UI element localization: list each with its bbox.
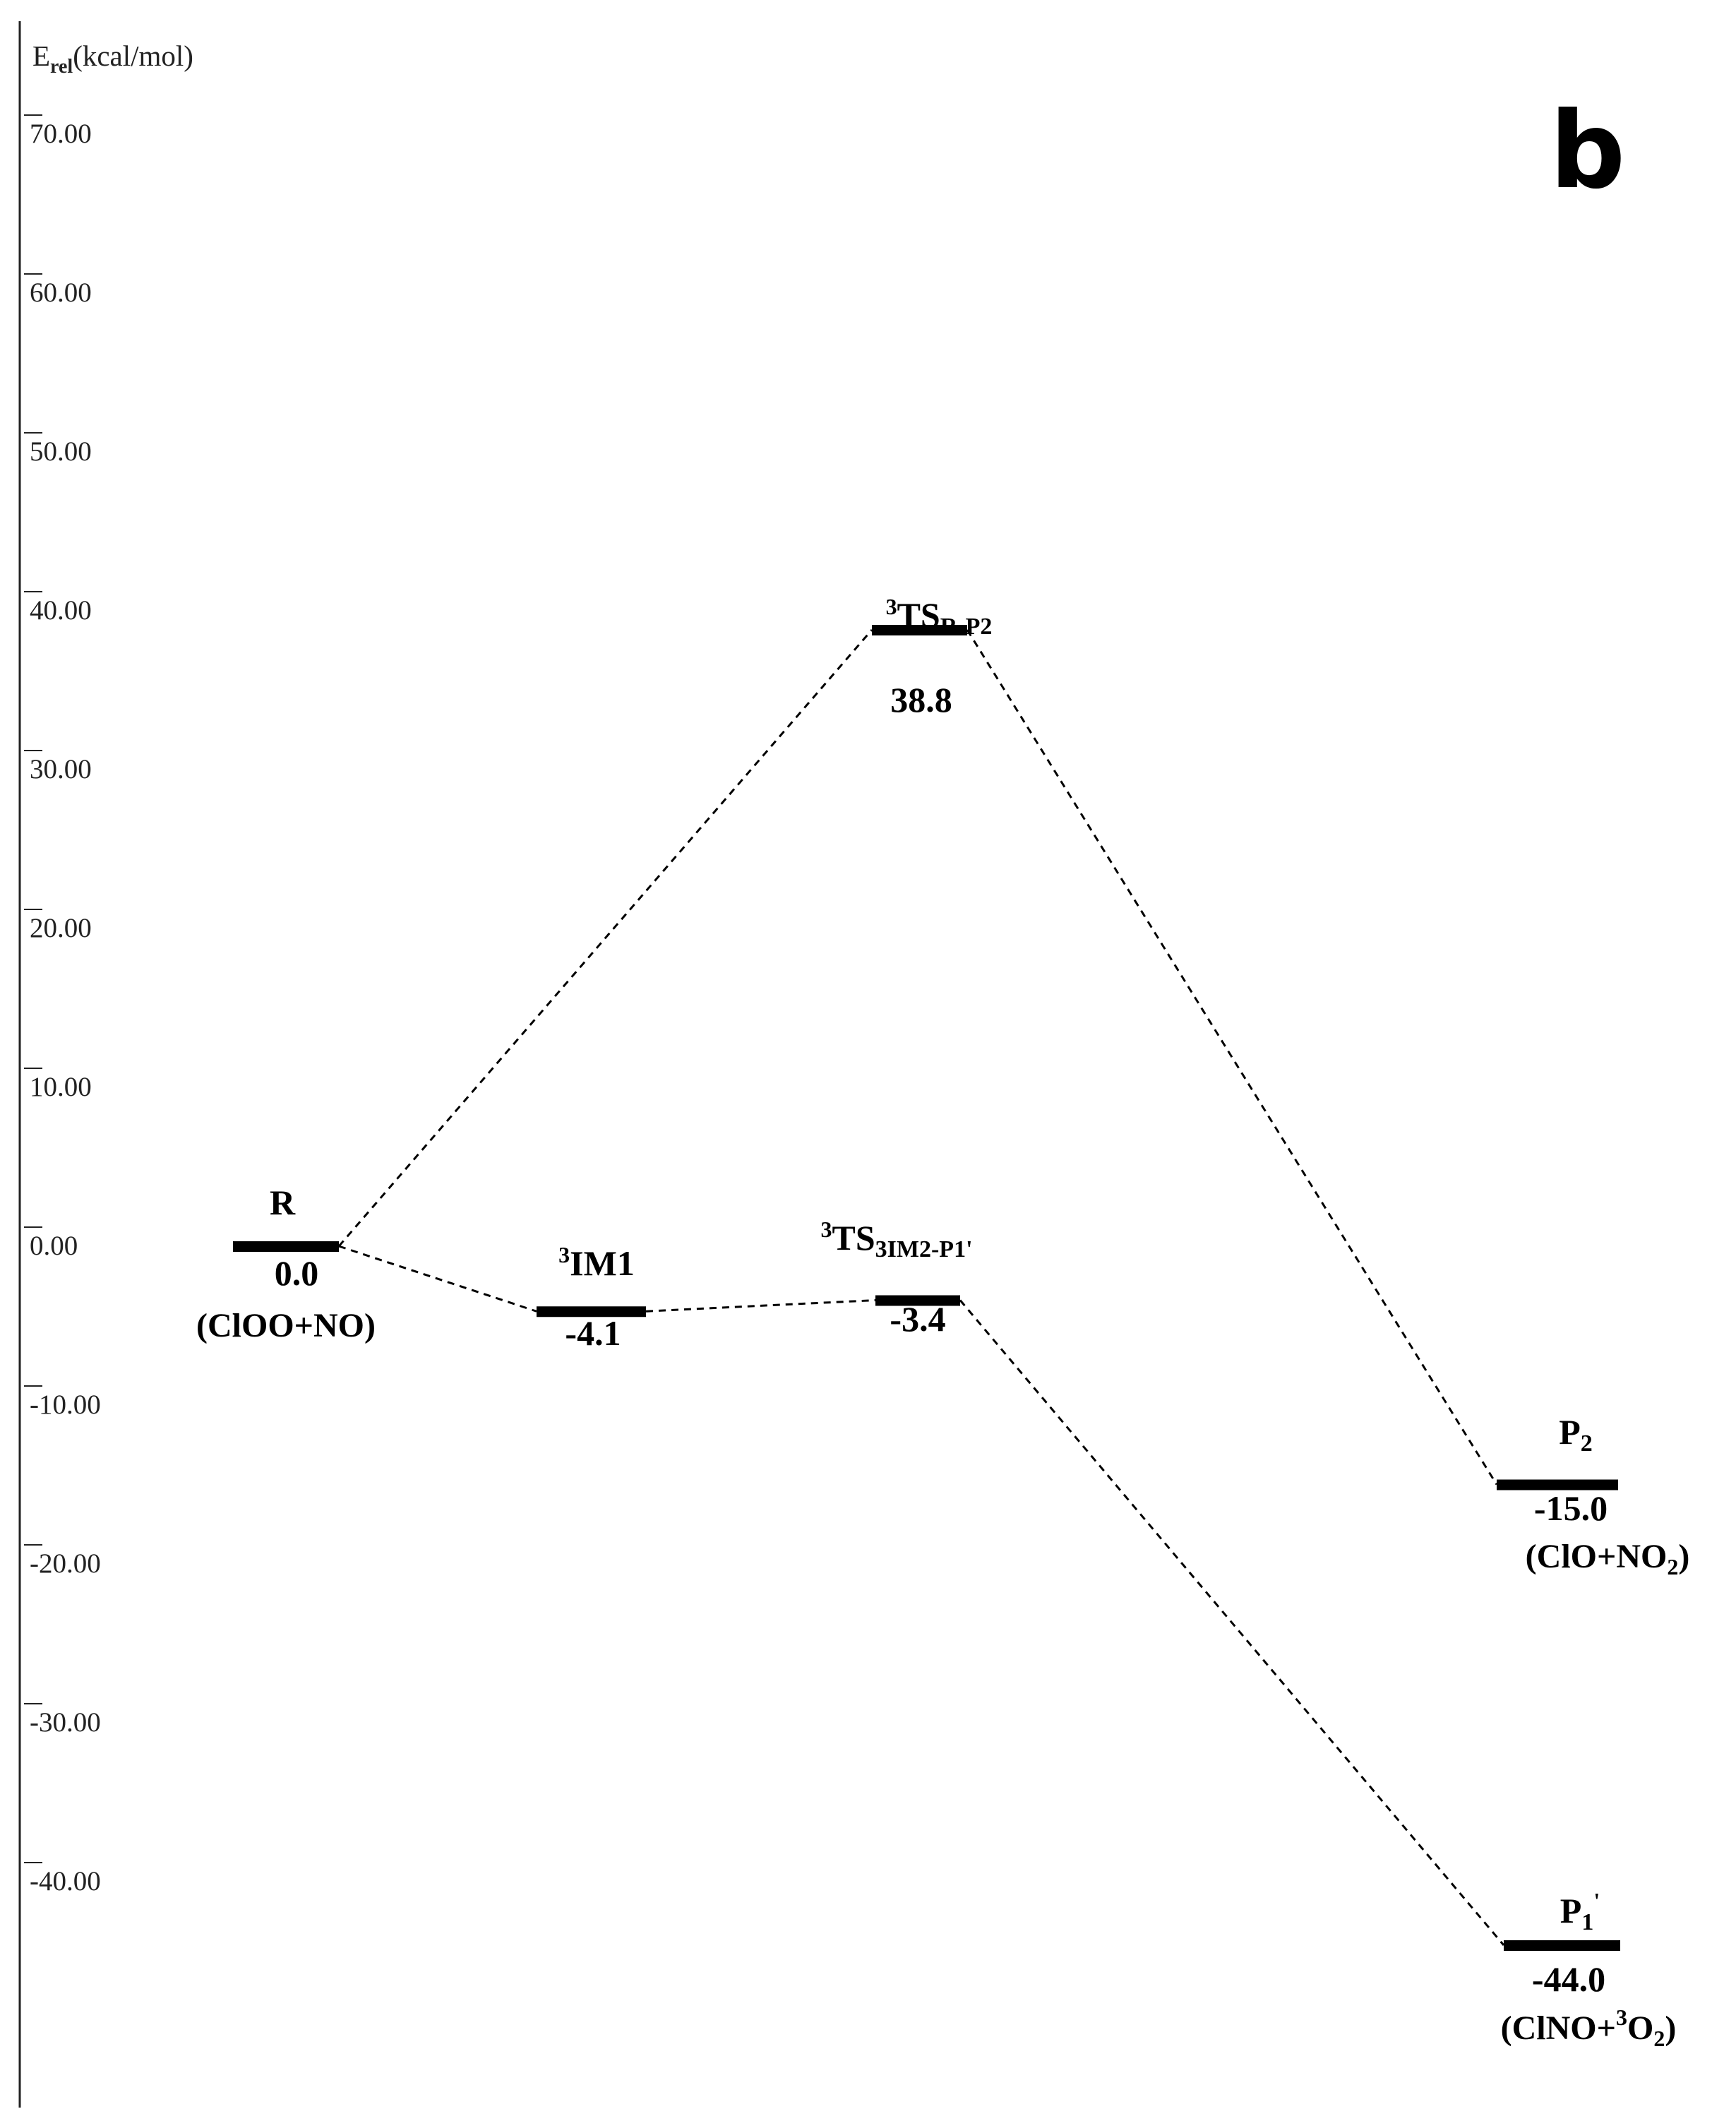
energy-level-im1 bbox=[537, 1306, 646, 1318]
connection-lines bbox=[337, 629, 1505, 1946]
energy-level-p2 bbox=[1497, 1479, 1618, 1490]
y-axis-title-unit: (kcal/mol) bbox=[73, 40, 193, 72]
state-species-p1p-mid: O bbox=[1627, 2009, 1653, 2047]
energy-levels bbox=[233, 625, 1620, 1951]
state-species-p2-b: ) bbox=[1678, 1538, 1689, 1575]
y-axis-title: Erel(kcal/mol) bbox=[32, 40, 193, 78]
y-axis-title-main: E bbox=[32, 40, 50, 72]
connection-ts_r_p2-p2 bbox=[966, 629, 1498, 1486]
state-value-p2: -15.0 bbox=[1534, 1488, 1608, 1528]
state-name-p2: P2 bbox=[1559, 1412, 1593, 1457]
y-axis-tick-label: -30.00 bbox=[30, 1707, 101, 1738]
state-value-ts-im2-p1: -3.4 bbox=[890, 1299, 945, 1339]
state-value-r: 0.0 bbox=[275, 1253, 319, 1293]
state-name-im1: 3IM1 bbox=[558, 1242, 635, 1283]
state-name-ts-r-p2: 3TSR-P2 bbox=[886, 594, 993, 640]
y-axis-tick-label: 10.00 bbox=[30, 1072, 92, 1102]
state-value-im1: -4.1 bbox=[565, 1313, 621, 1353]
state-species-p1p-sup: 3 bbox=[1616, 2005, 1627, 2030]
energy-level-ts-im2-p1 bbox=[875, 1295, 960, 1306]
y-axis-tick-label: 0.00 bbox=[30, 1231, 78, 1261]
energy-level-ts-r-p2 bbox=[872, 625, 967, 635]
y-axis-tick-label: -10.00 bbox=[30, 1390, 101, 1420]
state-name-ts-r-p2-main: TS bbox=[897, 595, 940, 635]
state-name-ts-im2-p1: 3TS3IM2-P1' bbox=[820, 1217, 972, 1262]
y-axis-title-sub: rel bbox=[50, 56, 73, 78]
state-species-p1p: (ClNO+3O2) bbox=[1501, 2005, 1677, 2051]
state-name-p1p-prime: ' bbox=[1593, 1888, 1600, 1913]
state-species-r: (ClOO+NO) bbox=[196, 1307, 376, 1344]
y-axis-tick-label: 50.00 bbox=[30, 436, 92, 467]
energy-level-p1p bbox=[1504, 1940, 1620, 1951]
state-name-ts-im2-p1-sup: 3 bbox=[820, 1217, 832, 1242]
state-name-ts-im2-p1-sub: 3IM2-P1' bbox=[875, 1236, 973, 1262]
state-species-p1p-sub: 2 bbox=[1653, 2026, 1665, 2051]
state-species-p2-sub: 2 bbox=[1667, 1554, 1678, 1579]
panel-label: b bbox=[1550, 90, 1625, 213]
y-axis-tick-label: 40.00 bbox=[30, 595, 92, 626]
connection-r-ts_r_p2 bbox=[337, 629, 873, 1247]
connection-ts_im2_p1-p1p bbox=[959, 1299, 1505, 1946]
state-value-ts-r-p2: 38.8 bbox=[890, 680, 952, 719]
state-species-p2: (ClO+NO2) bbox=[1526, 1538, 1690, 1579]
state-species-p2-a: (ClO+NO bbox=[1526, 1538, 1668, 1575]
y-axis-tick-label: 60.00 bbox=[30, 277, 92, 308]
y-axis-tick-label: 70.00 bbox=[30, 119, 92, 149]
state-name-p1p-sub: 1 bbox=[1581, 1909, 1593, 1935]
energy-level-r bbox=[233, 1241, 339, 1252]
state-name-ts-r-p2-sup: 3 bbox=[886, 594, 897, 619]
state-species-p1p-a: (ClNO+ bbox=[1501, 2009, 1616, 2047]
y-axis-tick-label: 30.00 bbox=[30, 754, 92, 784]
state-name-ts-im2-p1-main: TS bbox=[832, 1218, 875, 1257]
state-name-p1p: P1' bbox=[1560, 1888, 1600, 1935]
state-name-p2-main: P bbox=[1559, 1412, 1581, 1452]
state-name-ts-r-p2-sub: R-P2 bbox=[940, 614, 993, 640]
connection-im1-ts_im2_p1 bbox=[645, 1299, 876, 1313]
y-axis-tick-label: 20.00 bbox=[30, 913, 92, 943]
state-name-r: R bbox=[270, 1183, 296, 1222]
state-name-p2-sub: 2 bbox=[1581, 1430, 1593, 1457]
state-species-p1p-b: ) bbox=[1665, 2009, 1676, 2047]
y-axis-tick-label: -40.00 bbox=[30, 1866, 101, 1896]
connection-r-im1 bbox=[338, 1245, 537, 1313]
state-name-p1p-main: P bbox=[1560, 1891, 1582, 1930]
state-value-p1p: -44.0 bbox=[1532, 1959, 1605, 1999]
y-axis-tick-label: -20.00 bbox=[30, 1548, 101, 1579]
state-name-im1-main: IM1 bbox=[570, 1243, 635, 1283]
y-axis-ticks: 70.00 60.00 50.00 40.00 30.00 20.00 10.00 0.00 -… bbox=[24, 114, 101, 1896]
state-name-im1-sup: 3 bbox=[558, 1242, 570, 1267]
